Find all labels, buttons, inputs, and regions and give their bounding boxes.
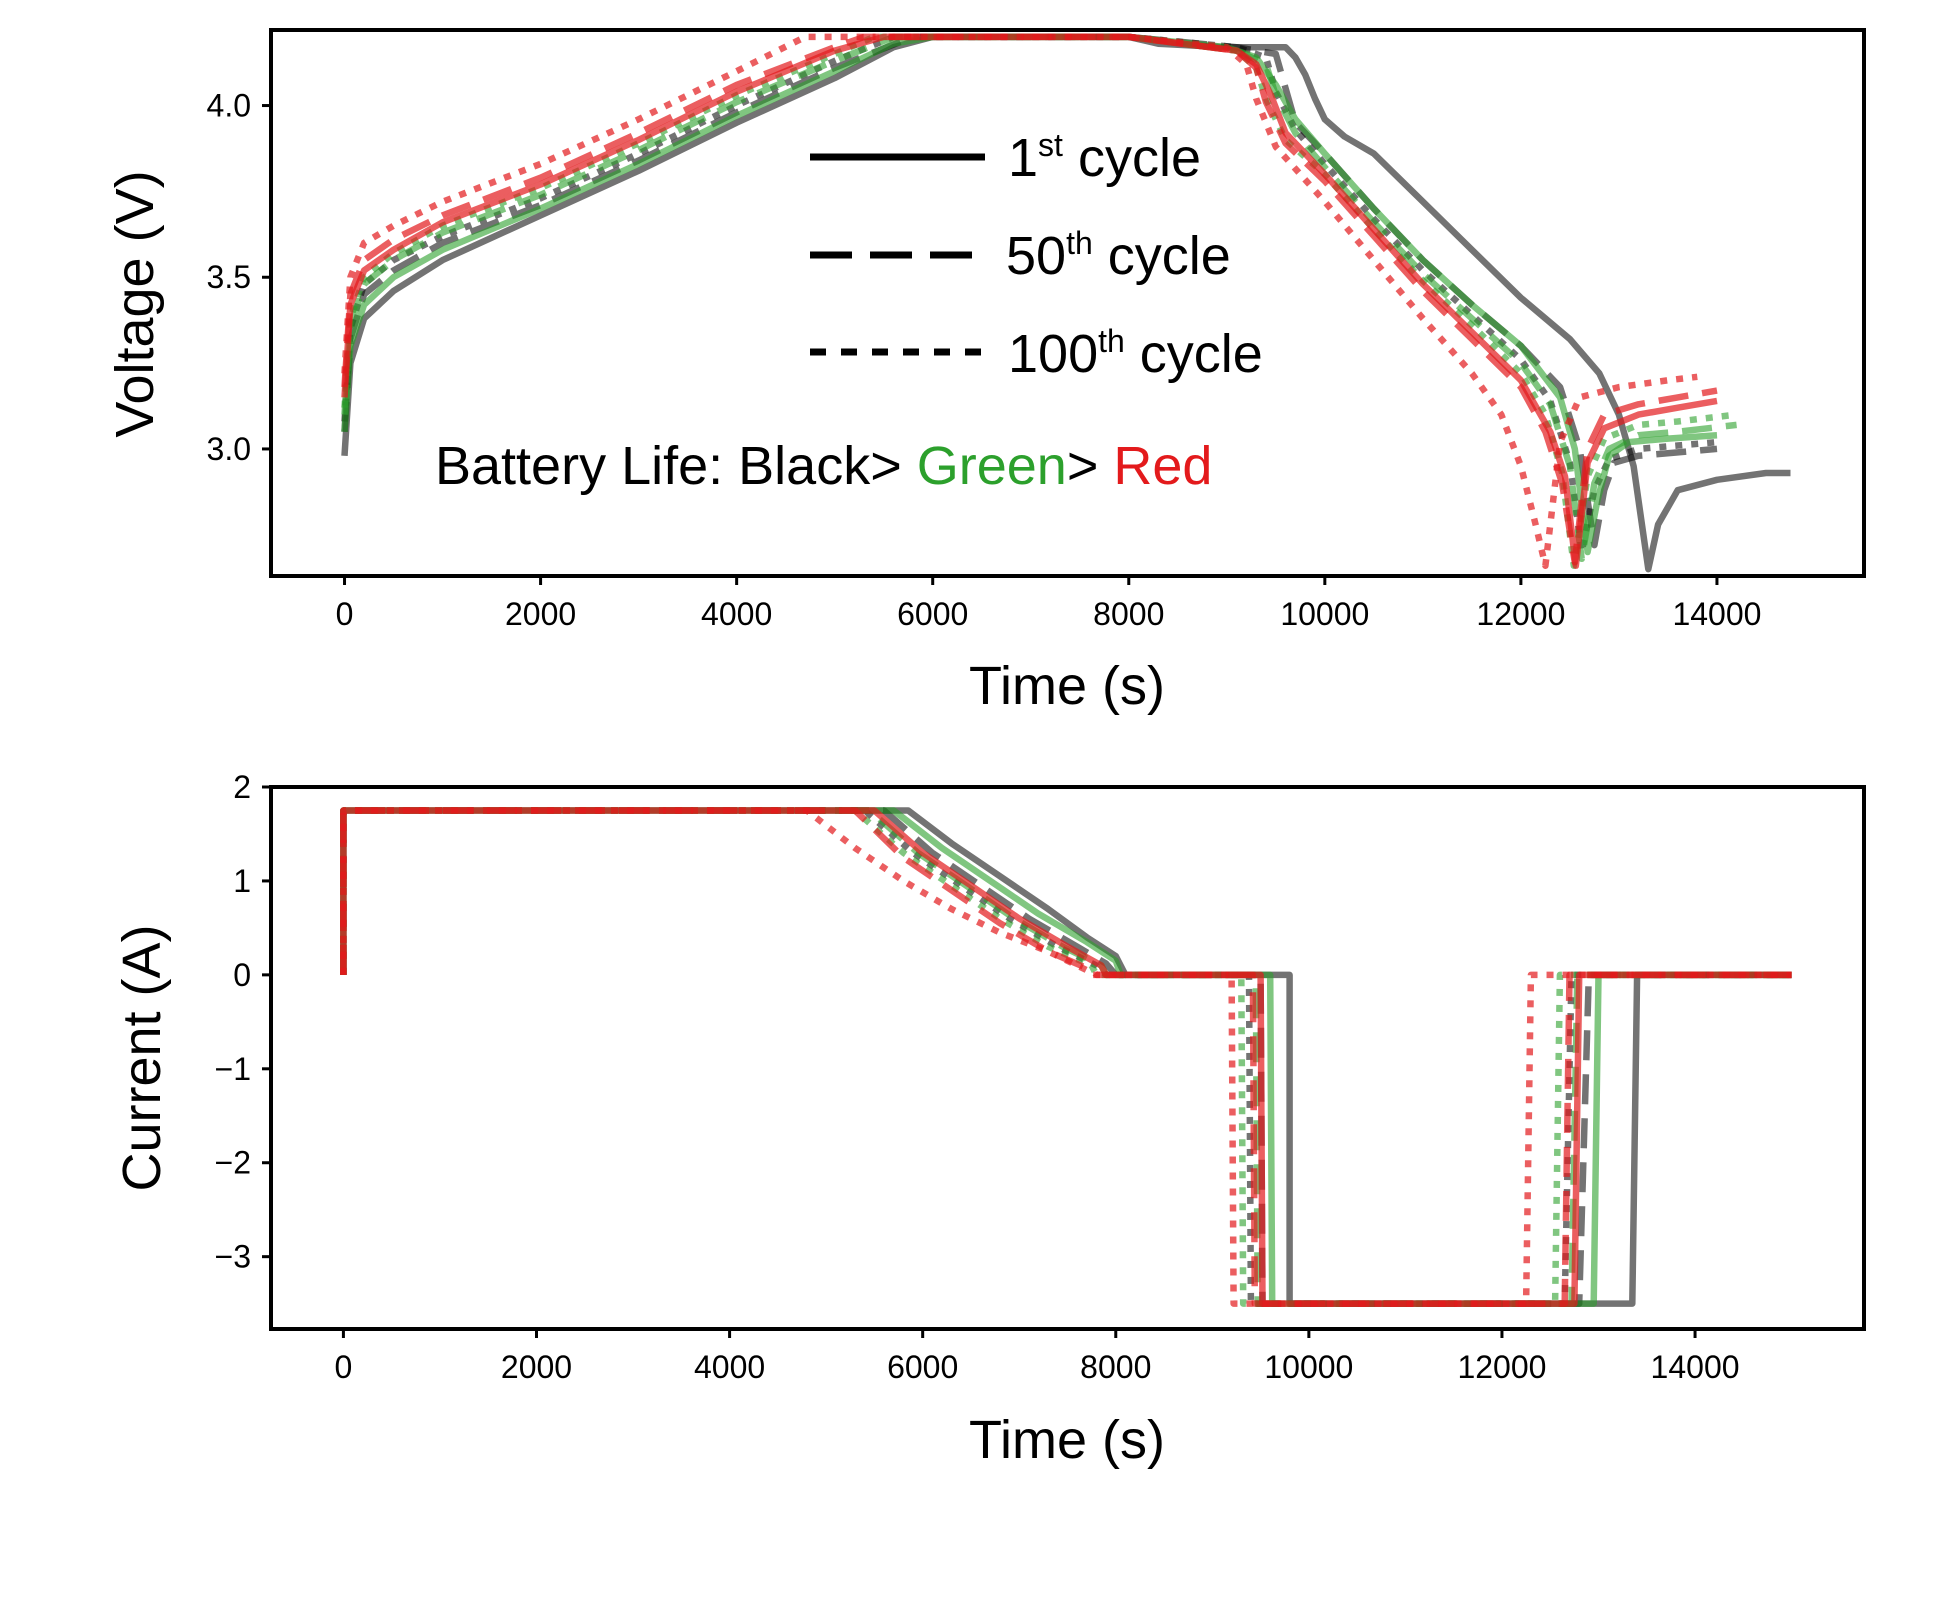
current-y-tick-label: 0 — [233, 957, 251, 993]
voltage-x-tick-label: 8000 — [1093, 596, 1164, 632]
current-x-tick-label: 0 — [335, 1349, 353, 1385]
voltage-y-ticks: 3.0 3.5 4.0 — [207, 88, 271, 467]
current-y-tick-label: −3 — [215, 1239, 251, 1275]
current-x-tick-label: 12000 — [1457, 1349, 1546, 1385]
voltage-x-tick-label: 6000 — [897, 596, 968, 632]
current-series-group — [340, 807, 1792, 1307]
current-x-tick-label: 6000 — [887, 1349, 958, 1385]
voltage-x-tick-label: 0 — [336, 596, 354, 632]
voltage-line-red-50th-cycle — [341, 33, 1718, 566]
voltage-series-group — [341, 33, 1791, 573]
current-y-tick-label: 2 — [233, 769, 251, 805]
current-x-axis-label: Time (s) — [969, 1410, 1165, 1470]
voltage-line-green-50th-cycle — [341, 33, 1737, 563]
legend-label-1st-cycle: 1st cycle — [1008, 127, 1201, 188]
current-y-tick-label: 1 — [233, 863, 251, 899]
voltage-x-tick-label: 14000 — [1672, 596, 1761, 632]
legend-label-100th-cycle: 100th cycle — [1008, 323, 1263, 384]
voltage-y-axis-label: Voltage (V) — [105, 170, 165, 437]
voltage-x-ticks: 0 2000 4000 6000 8000 10000 12000 14000 — [336, 576, 1761, 632]
legend-label-50th-cycle: 50th cycle — [1006, 225, 1231, 286]
voltage-x-tick-label: 10000 — [1280, 596, 1369, 632]
voltage-x-tick-label: 12000 — [1476, 596, 1565, 632]
voltage-plot-frame — [269, 28, 1866, 578]
current-line-red-1st-cycle — [340, 807, 1792, 1307]
voltage-y-tick-label: 4.0 — [207, 88, 251, 124]
battery-life-annotation: Battery Life: Black> Green> Red — [435, 436, 1212, 496]
voltage-x-tick-label: 4000 — [701, 596, 772, 632]
current-y-ticks: 2 1 0 −1 −2 −3 — [215, 769, 271, 1275]
voltage-chart: 0 2000 4000 6000 8000 10000 12000 14000 3.0 3.5 4… — [105, 28, 1866, 716]
current-plot-frame — [269, 785, 1866, 1331]
voltage-legend: 1st cycle 50th cycle 100th cycle — [810, 127, 1263, 384]
current-y-axis-label: Current (A) — [112, 924, 172, 1191]
current-y-tick-label: −1 — [215, 1051, 251, 1087]
current-x-ticks: 0 2000 4000 6000 8000 10000 12000 14000 — [335, 1329, 1740, 1385]
voltage-x-axis-label: Time (s) — [969, 656, 1165, 716]
voltage-y-tick-label: 3.5 — [207, 259, 251, 295]
current-line-red-100th-cycle — [340, 807, 1792, 1307]
current-x-tick-label: 4000 — [694, 1349, 765, 1385]
voltage-line-black-1st-cycle — [341, 33, 1791, 573]
current-y-tick-label: −2 — [215, 1145, 251, 1181]
current-x-tick-label: 10000 — [1264, 1349, 1353, 1385]
current-x-tick-label: 8000 — [1080, 1349, 1151, 1385]
voltage-x-tick-label: 2000 — [505, 596, 576, 632]
current-x-tick-label: 14000 — [1651, 1349, 1740, 1385]
current-chart: 0 2000 4000 6000 8000 10000 12000 14000 2 1 0 −1 −2… — [112, 769, 1866, 1470]
voltage-y-tick-label: 3.0 — [207, 431, 251, 467]
current-x-tick-label: 2000 — [501, 1349, 572, 1385]
voltage-line-red-100th-cycle — [341, 33, 1698, 569]
